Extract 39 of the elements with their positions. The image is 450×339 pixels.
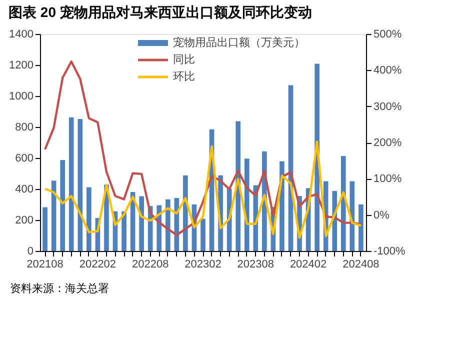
bar bbox=[122, 211, 126, 251]
y2-tick-label: 300% bbox=[374, 100, 402, 113]
x-tick-label: 202308 bbox=[237, 258, 274, 270]
bar bbox=[86, 187, 92, 251]
bar bbox=[78, 118, 83, 251]
x-tick-label: 202108 bbox=[26, 258, 64, 270]
legend-label: 同比 bbox=[173, 53, 195, 66]
bar bbox=[139, 196, 144, 251]
y-tick-label: 0 bbox=[27, 246, 34, 258]
bar bbox=[340, 156, 346, 251]
x-tick-label: 202402 bbox=[290, 258, 327, 270]
y2-tick-label: 100% bbox=[374, 173, 402, 186]
y-tick-label: 400 bbox=[15, 184, 34, 196]
bar bbox=[51, 180, 56, 251]
bar bbox=[60, 160, 66, 251]
y-tick-label: 200 bbox=[15, 214, 34, 226]
text: 资料来源：海关总署 bbox=[10, 282, 109, 295]
y-tick-label: 1400 bbox=[9, 28, 34, 40]
x-tick-label: 202302 bbox=[184, 258, 222, 270]
y-tick-label: 800 bbox=[15, 122, 34, 134]
legend-label: 宠物用品出口额（万美元） bbox=[173, 36, 305, 49]
y2-tick-label: 400% bbox=[374, 64, 402, 77]
line-series bbox=[44, 140, 362, 239]
bar bbox=[42, 207, 48, 251]
y2-tick-label: -100% bbox=[374, 246, 406, 258]
y2-tick-label: 200% bbox=[374, 137, 402, 149]
y2-tick-label: 500% bbox=[374, 28, 402, 40]
y-tick-label: 1200 bbox=[9, 60, 34, 72]
y-tick-label: 1000 bbox=[9, 90, 34, 102]
x-tick-label: 202208 bbox=[132, 258, 169, 270]
chart-title: 图表 20 宠物用品对马来西亚出口额及同环比变动 bbox=[8, 4, 312, 20]
bar bbox=[68, 117, 74, 251]
y-tick-label: 600 bbox=[15, 152, 34, 164]
legend-label: 环比 bbox=[173, 70, 195, 83]
bar bbox=[358, 204, 364, 251]
bar bbox=[200, 218, 206, 251]
x-tick-label: 202202 bbox=[79, 258, 116, 270]
y2-tick-label: 0% bbox=[374, 209, 390, 222]
x-tick-label: 202408 bbox=[342, 258, 380, 270]
